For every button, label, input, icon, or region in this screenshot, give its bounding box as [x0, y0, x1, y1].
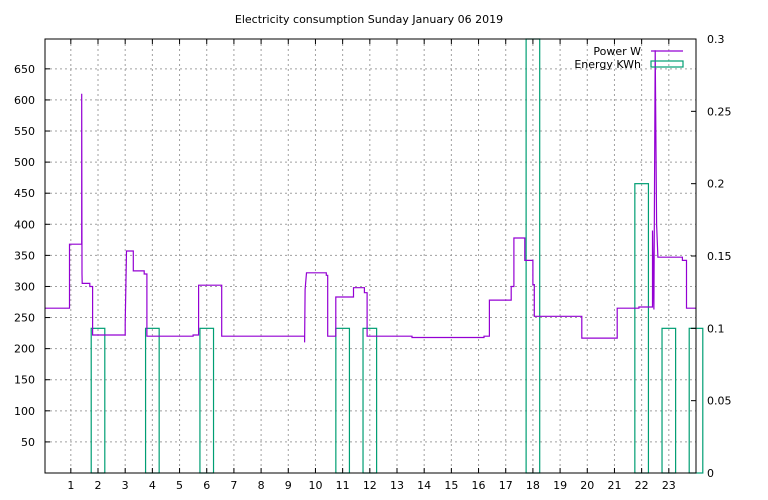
- x-tick-label: 19: [553, 479, 567, 492]
- y2-tick-label: 0.25: [707, 105, 732, 118]
- x-tick-label: 5: [176, 479, 183, 492]
- axis-ticks: 1 2 3 4 5 6 7 8 9 10 11 12 13 14 15 16 17 18 19 20 21 22 23501…: [14, 33, 732, 492]
- legend-label-energy: Energy KWh: [574, 58, 641, 71]
- legend-swatch-energy: [650, 60, 684, 68]
- power-series: [45, 50, 696, 343]
- x-tick-label: 1: [67, 479, 74, 492]
- grid: [45, 39, 696, 473]
- x-tick-label: 18: [526, 479, 540, 492]
- y-tick-label: 500: [14, 156, 35, 169]
- y-tick-label: 450: [14, 187, 35, 200]
- x-tick-label: 15: [444, 479, 458, 492]
- legend-label-power: Power W: [593, 45, 641, 58]
- x-tick-label: 3: [122, 479, 129, 492]
- y-tick-label: 600: [14, 94, 35, 107]
- x-tick-label: 20: [580, 479, 594, 492]
- y2-tick-label: 0.3: [707, 33, 725, 46]
- y-tick-label: 250: [14, 312, 35, 325]
- y2-tick-label: 0: [707, 467, 714, 480]
- y-tick-label: 100: [14, 405, 35, 418]
- y-tick-label: 650: [14, 63, 35, 76]
- y-tick-label: 400: [14, 218, 35, 231]
- y-tick-label: 150: [14, 374, 35, 387]
- x-tick-label: 21: [607, 479, 621, 492]
- x-tick-label: 16: [472, 479, 486, 492]
- y-tick-label: 300: [14, 280, 35, 293]
- y-tick-label: 550: [14, 125, 35, 138]
- x-tick-label: 11: [336, 479, 350, 492]
- power-line: [45, 50, 696, 343]
- y2-tick-label: 0.15: [707, 250, 732, 263]
- y-tick-label: 350: [14, 249, 35, 262]
- x-tick-label: 6: [203, 479, 210, 492]
- x-tick-label: 22: [635, 479, 649, 492]
- x-tick-label: 8: [258, 479, 265, 492]
- chart-title: Electricity consumption Sunday January 0…: [235, 13, 503, 26]
- x-tick-label: 12: [363, 479, 377, 492]
- x-tick-label: 7: [230, 479, 237, 492]
- x-tick-label: 2: [95, 479, 102, 492]
- y2-tick-label: 0.1: [707, 322, 725, 335]
- y2-tick-label: 0.2: [707, 178, 725, 191]
- legend: Power W Energy KWh: [574, 45, 684, 71]
- y-tick-label: 50: [21, 436, 35, 449]
- y2-tick-label: 0.05: [707, 395, 732, 408]
- x-tick-label: 9: [285, 479, 292, 492]
- x-tick-label: 10: [308, 479, 322, 492]
- x-tick-label: 4: [149, 479, 156, 492]
- x-tick-label: 17: [499, 479, 513, 492]
- x-tick-label: 13: [390, 479, 404, 492]
- x-tick-label: 23: [662, 479, 676, 492]
- x-tick-label: 14: [417, 479, 431, 492]
- y-tick-label: 200: [14, 343, 35, 356]
